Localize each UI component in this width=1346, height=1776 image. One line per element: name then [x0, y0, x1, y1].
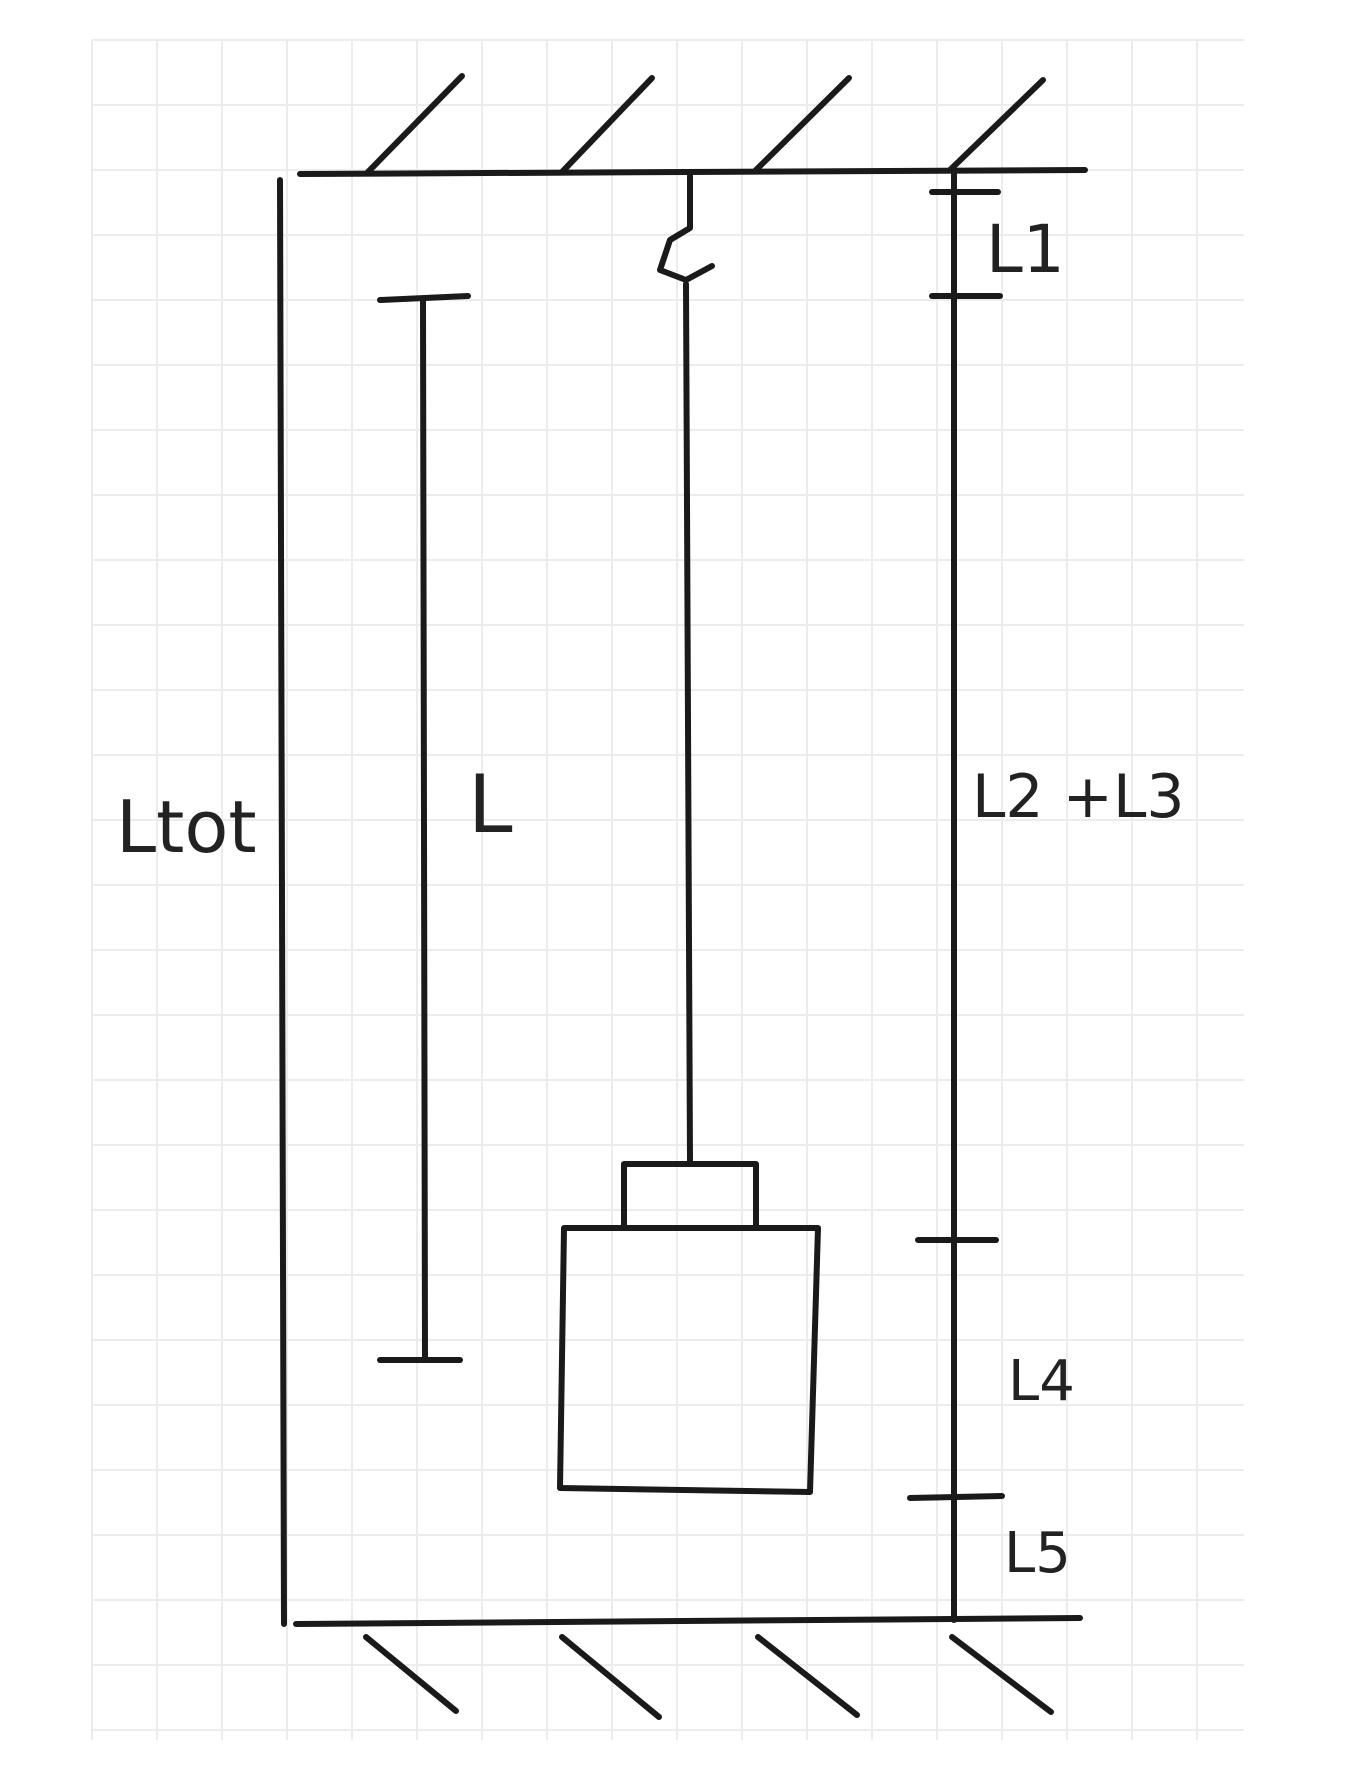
label-l: L: [468, 758, 513, 851]
floor-hatch: [363, 1634, 459, 1714]
label-ltot: Ltot: [116, 785, 257, 869]
background-grid: [91, 39, 1244, 1740]
label-l5: L5: [1004, 1521, 1071, 1586]
l-dimension-line: [420, 297, 428, 1363]
floor-hatch: [559, 1634, 662, 1720]
ceiling-hatch: [947, 77, 1046, 173]
ceiling-hatch: [752, 75, 852, 174]
weight-body: [557, 1225, 821, 1495]
tick-l5-top: [907, 1493, 1005, 1501]
weight-cap: [621, 1161, 759, 1231]
pendulum: [557, 173, 821, 1495]
pendulum-string: [683, 281, 693, 1165]
label-l4: L4: [1008, 1349, 1075, 1414]
right-dimension: [907, 167, 1005, 1623]
l-dimension: [377, 293, 471, 1363]
ceiling-hatch: [559, 75, 655, 175]
label-l2-l3: L2 +L3: [972, 762, 1185, 832]
l-dimension-tick-top: [377, 293, 471, 303]
floor-hatch: [949, 1634, 1054, 1715]
floor-hatch: [755, 1634, 860, 1718]
floor-line: [293, 1615, 1083, 1627]
floor: [293, 1615, 1083, 1720]
ltot-dimension-line: [277, 177, 287, 1627]
hook: [657, 173, 715, 283]
ceiling-hatch: [365, 73, 465, 175]
label-l1: L1: [986, 211, 1065, 288]
ceiling-line: [297, 167, 1088, 177]
